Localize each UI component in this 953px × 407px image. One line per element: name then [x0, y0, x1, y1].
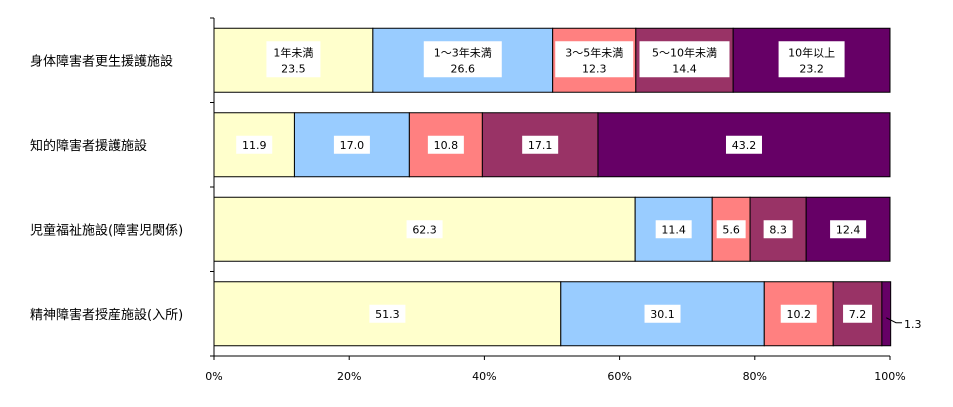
- x-tick-label: 100%: [874, 370, 905, 383]
- label-background: [427, 135, 464, 154]
- bars: [213, 27, 892, 347]
- label-background: [843, 304, 873, 323]
- x-tick-label: 20%: [337, 370, 361, 383]
- data-label: 11.4: [661, 223, 686, 236]
- category-label: 精神障害者授産施設(入所): [30, 307, 183, 323]
- bar-segment: [832, 281, 883, 347]
- x-tick-label: 80%: [743, 370, 767, 383]
- legend-label: 1年未満: [273, 45, 313, 59]
- label-background: [655, 220, 692, 239]
- bar-segment: [732, 27, 891, 93]
- data-label: 12.3: [582, 62, 607, 75]
- data-label: 7.2: [849, 308, 867, 321]
- label-background: [639, 41, 730, 78]
- data-label: 11.9: [242, 139, 267, 152]
- data-label: 1.3: [904, 318, 922, 331]
- legend-label: 5～10年未満: [652, 45, 717, 59]
- category-label: 知的障害者援護施設: [30, 138, 147, 154]
- data-label: 23.5: [281, 62, 306, 75]
- label-background: [778, 41, 845, 78]
- leader-line: [886, 317, 902, 324]
- x-tick-label: 40%: [472, 370, 496, 383]
- data-label: 14.4: [672, 62, 697, 75]
- data-label: 30.1: [650, 308, 675, 321]
- label-background: [369, 304, 406, 323]
- label-background: [333, 135, 370, 154]
- label-background: [780, 304, 817, 323]
- data-label: 17.1: [528, 139, 553, 152]
- data-label: 23.2: [799, 62, 824, 75]
- label-background: [763, 220, 793, 239]
- x-tick-label: 0%: [205, 370, 222, 383]
- label-background: [266, 41, 321, 78]
- bar-segment: [213, 196, 636, 262]
- data-label: 12.4: [836, 223, 861, 236]
- legend-label: 10年以上: [788, 45, 835, 59]
- label-background: [522, 135, 559, 154]
- label-background: [644, 304, 681, 323]
- data-label: 8.3: [769, 223, 787, 236]
- legend-label: 3～5年未満: [565, 45, 623, 59]
- label-background: [725, 135, 762, 154]
- bar-segment: [881, 281, 892, 347]
- category-label: 身体障害者更生援護施設: [30, 53, 173, 69]
- data-label: 10.8: [434, 139, 459, 152]
- data-label: 5.6: [722, 223, 740, 236]
- data-label: 51.3: [375, 308, 400, 321]
- data-label: 10.2: [786, 308, 811, 321]
- legend-label: 1～3年未満: [434, 45, 492, 59]
- label-background: [716, 220, 746, 239]
- category-label: 児童福祉施設(障害児関係): [30, 222, 183, 238]
- label-background: [423, 41, 502, 78]
- data-label: 62.3: [412, 223, 437, 236]
- x-tick-label: 60%: [607, 370, 631, 383]
- label-background: [830, 220, 867, 239]
- x-tick-labels: 0% 20% 40% 60% 80% 100%: [205, 370, 905, 383]
- label-background: [236, 135, 273, 154]
- data-label: 17.0: [340, 139, 365, 152]
- label-background: [406, 220, 443, 239]
- label-background: [555, 41, 634, 78]
- data-labels: 1年未満 23.5 1～3年未満 26.6 3～5年未満 12.3 5～10年未満 14.4 1…: [236, 41, 922, 331]
- data-label: 43.2: [732, 139, 757, 152]
- data-label: 26.6: [451, 62, 476, 75]
